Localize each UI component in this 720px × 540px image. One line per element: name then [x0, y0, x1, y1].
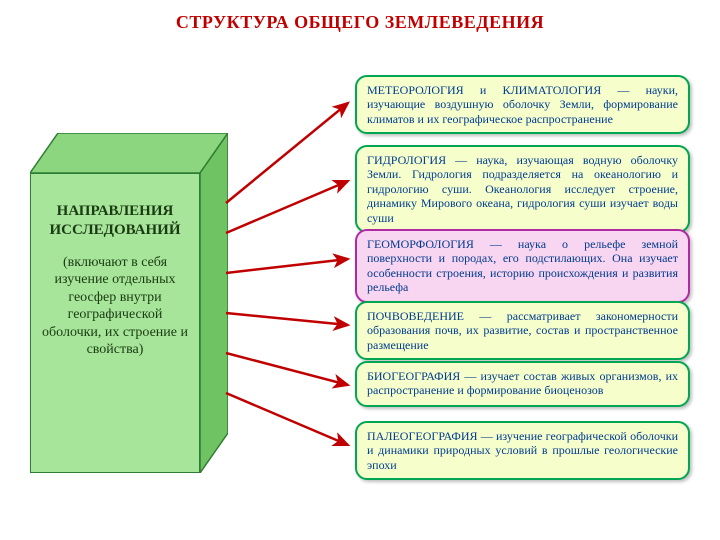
arrow-5 [226, 393, 348, 445]
title-text: СТРУКТУРА ОБЩЕГО ЗЕМЛЕВЕДЕНИЯ [176, 12, 544, 32]
cube-side-face [200, 133, 228, 473]
cube-front-face: НАПРАВЛЕНИЯ ИССЛЕДОВАНИЙ (включают в себ… [30, 173, 200, 473]
arrow-3 [226, 313, 348, 325]
arrow-0 [226, 103, 348, 203]
info-box-text-5: ПАЛЕОГЕОГРАФИЯ — изучение географической… [367, 429, 678, 472]
info-box-text-3: ПОЧВОВЕДЕНИЕ — рассматривает закономерно… [367, 309, 678, 352]
arrow-2 [226, 259, 348, 273]
info-box-text-4: БИОГЕОГРАФИЯ — изучает состав живых орга… [367, 369, 678, 397]
info-box-0: МЕТЕОРОЛОГИЯ и КЛИМАТОЛОГИЯ — науки, изу… [355, 75, 690, 134]
info-box-1: ГИДРОЛОГИЯ — наука, изучающая водную обо… [355, 145, 690, 233]
arrow-4 [226, 353, 348, 385]
info-box-text-0: МЕТЕОРОЛОГИЯ и КЛИМАТОЛОГИЯ — науки, изу… [367, 83, 678, 126]
cube-top-face [30, 133, 228, 173]
info-box-text-2: ГЕОМОРФОЛОГИЯ — наука о рельефе земной п… [367, 237, 678, 294]
info-box-5: ПАЛЕОГЕОГРАФИЯ — изучение географической… [355, 421, 690, 480]
info-box-4: БИОГЕОГРАФИЯ — изучает состав живых орга… [355, 361, 690, 407]
arrow-1 [226, 181, 348, 233]
cube-subtext: (включают в себя изучение отдельных геос… [39, 254, 191, 359]
info-box-3: ПОЧВОВЕДЕНИЕ — рассматривает закономерно… [355, 301, 690, 360]
info-box-2: ГЕОМОРФОЛОГИЯ — наука о рельефе земной п… [355, 229, 690, 303]
diagram-container: НАПРАВЛЕНИЯ ИССЛЕДОВАНИЙ (включают в себ… [0, 33, 720, 540]
cube-heading: НАПРАВЛЕНИЯ ИССЛЕДОВАНИЙ [39, 202, 191, 240]
info-box-text-1: ГИДРОЛОГИЯ — наука, изучающая водную обо… [367, 153, 678, 225]
page-title: СТРУКТУРА ОБЩЕГО ЗЕМЛЕВЕДЕНИЯ [0, 0, 720, 33]
cube-source: НАПРАВЛЕНИЯ ИССЛЕДОВАНИЙ (включают в себ… [30, 133, 228, 473]
